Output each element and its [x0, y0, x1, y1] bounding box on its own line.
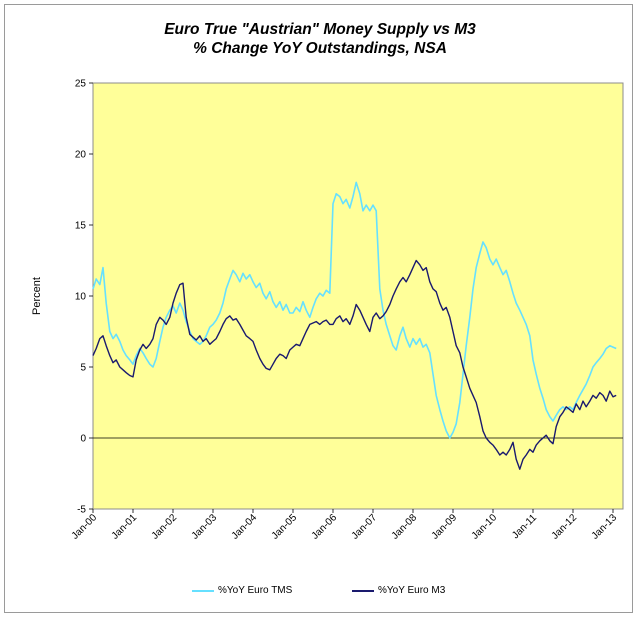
x-tick-label: Jan-13	[590, 512, 620, 542]
x-tick-label: Jan-01	[110, 512, 140, 542]
legend-item-tms: %YoY Euro TMS	[192, 585, 292, 596]
series-line-tms	[92, 181, 617, 439]
y-tick-label: 5	[80, 363, 86, 374]
series-line-m3	[92, 259, 617, 470]
y-tick-label: 0	[80, 434, 86, 445]
x-tick-label: Jan-04	[230, 512, 260, 542]
x-tick-label: Jan-02	[150, 512, 180, 542]
x-tick-label: Jan-09	[430, 512, 460, 542]
y-tick-label: 25	[75, 79, 87, 90]
chart-subtitle: % Change YoY Outstandings, NSA	[193, 40, 447, 57]
series-layer	[92, 181, 617, 470]
legend-item-m3: %YoY Euro M3	[352, 585, 445, 596]
x-tick-label: Jan-05	[270, 512, 300, 542]
y-axis-label: Percent	[31, 277, 43, 315]
y-tick-label: 20	[75, 150, 87, 161]
x-axis: Jan-00 Jan-01 Jan-02 Jan-03 Jan-04 Jan-05 Jan-…	[70, 509, 620, 542]
x-tick-label: Jan-12	[550, 512, 580, 542]
x-tick-label: Jan-06	[310, 512, 340, 542]
y-axis: -5 0 5 10 15 20 25	[75, 79, 93, 516]
chart-title: Euro True "Austrian" Money Supply vs M3	[164, 21, 476, 38]
y-tick-label: 10	[75, 292, 87, 303]
x-tick-label: Jan-03	[190, 512, 220, 542]
plot-area	[92, 82, 624, 510]
legend-label-tms: %YoY Euro TMS	[218, 585, 293, 596]
legend-label-m3: %YoY Euro M3	[378, 585, 446, 596]
x-tick-label: Jan-10	[470, 512, 500, 542]
x-tick-label: Jan-07	[350, 512, 380, 542]
legend-swatch-tms	[192, 589, 214, 592]
x-tick-label: Jan-08	[390, 512, 420, 542]
y-tick-label: -5	[77, 505, 86, 516]
x-tick-label: Jan-11	[510, 512, 539, 541]
legend-swatch-m3	[352, 589, 374, 592]
x-tick-label: Jan-00	[70, 512, 100, 542]
legend: %YoY Euro TMS %YoY Euro M3	[0, 585, 640, 601]
y-tick-label: 15	[75, 221, 87, 232]
